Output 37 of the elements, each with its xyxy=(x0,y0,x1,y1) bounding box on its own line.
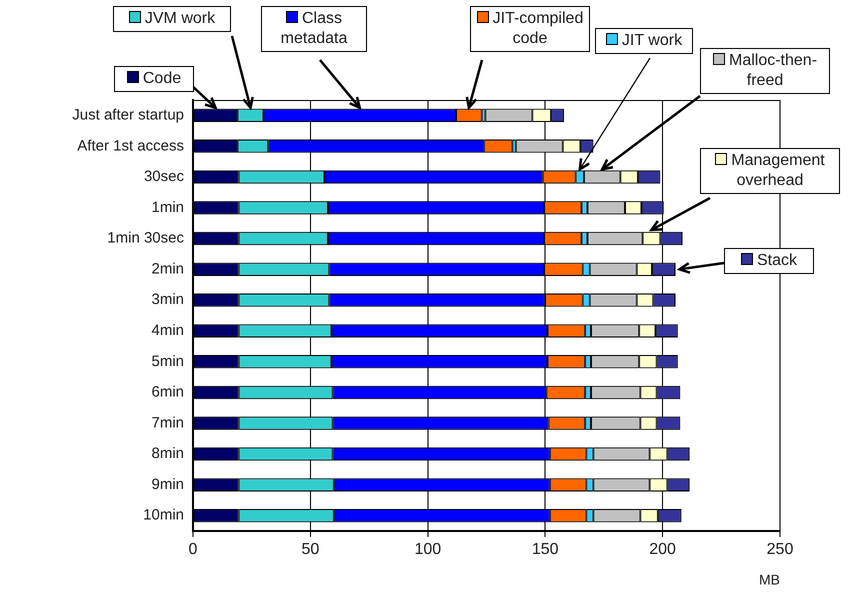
y-tick-label: 5min xyxy=(151,352,184,370)
legend-label: Code xyxy=(142,70,182,87)
y-tick-label: 6min xyxy=(151,384,184,401)
y-tick-label: 10min xyxy=(143,506,184,524)
x-tick-label: 250 xyxy=(766,541,794,558)
y-tick-label: Just after startup xyxy=(72,106,184,124)
legend-label: JVM work xyxy=(144,10,216,27)
callout-box: Class metadata xyxy=(261,6,367,52)
legend-label: JIT-compiled code xyxy=(492,10,584,47)
callout-box: JVM work xyxy=(113,6,231,32)
legend-label: JIT work xyxy=(622,32,682,49)
y-tick-label: 9min xyxy=(151,476,184,493)
y-tick-label: 7min xyxy=(151,414,184,432)
legend-label: Management overhead xyxy=(731,152,825,189)
y-tick-label: 3min xyxy=(151,291,184,308)
x-tick-label: 150 xyxy=(532,541,559,558)
callout-box: JIT-compiled code xyxy=(470,6,590,52)
y-tick-label: 2min xyxy=(151,260,184,278)
callout-box: Malloc-then-freed xyxy=(700,48,830,94)
x-tick-label: 50 xyxy=(302,541,320,558)
y-tick-label: 1min xyxy=(151,198,184,216)
y-tick-label: 4min xyxy=(151,322,184,340)
callout-box: JIT work xyxy=(595,28,693,54)
legend-label: Malloc-then-freed xyxy=(728,52,818,89)
x-tick-label: 100 xyxy=(414,541,442,558)
y-tick-label: After 1st access xyxy=(77,137,184,154)
legend-label: Stack xyxy=(756,252,797,269)
legend-label: Class metadata xyxy=(280,10,348,47)
y-tick-label: 30sec xyxy=(144,168,184,186)
x-axis-title: MB xyxy=(759,571,780,588)
y-tick-label: 8min xyxy=(151,445,184,462)
callout-box: Code xyxy=(114,66,194,92)
callout-box: Stack xyxy=(724,248,814,274)
x-tick-label: 0 xyxy=(188,541,198,558)
callout-box: Management overhead xyxy=(700,148,840,194)
y-tick-label: 1min 30sec xyxy=(107,230,184,247)
x-tick-label: 200 xyxy=(649,541,676,558)
